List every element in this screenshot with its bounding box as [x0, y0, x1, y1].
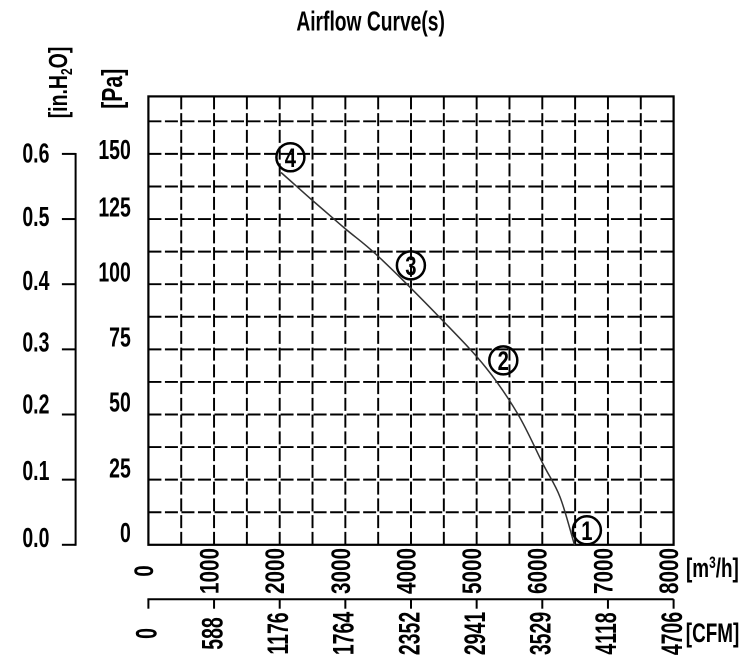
svg-text:100: 100	[98, 257, 130, 288]
svg-text:0.3: 0.3	[22, 327, 49, 358]
svg-text:25: 25	[109, 453, 131, 484]
svg-text:4706: 4706	[656, 612, 689, 655]
svg-text:[CFM]: [CFM]	[686, 618, 740, 648]
svg-text:2941: 2941	[459, 612, 492, 655]
svg-text:1000: 1000	[195, 548, 225, 594]
svg-text:3529: 3529	[525, 612, 558, 655]
svg-text:1764: 1764	[328, 612, 361, 655]
svg-text:0.4: 0.4	[22, 266, 50, 297]
svg-text:7000: 7000	[589, 548, 619, 594]
svg-text:588: 588	[196, 617, 229, 650]
svg-text:2: 2	[498, 346, 509, 377]
svg-text:0.1: 0.1	[22, 456, 49, 487]
svg-text:5000: 5000	[458, 548, 488, 594]
svg-text:4000: 4000	[392, 548, 422, 594]
svg-text:2352: 2352	[393, 612, 426, 655]
svg-text:[in.H2O]: [in.H2O]	[43, 47, 75, 119]
svg-text:1176: 1176	[262, 612, 295, 654]
svg-text:4118: 4118	[590, 612, 623, 654]
svg-text:0: 0	[129, 565, 159, 576]
svg-text:1: 1	[581, 516, 592, 547]
svg-text:0: 0	[120, 518, 131, 549]
svg-text:0: 0	[131, 628, 164, 639]
svg-text:3: 3	[405, 251, 416, 282]
svg-text:4: 4	[285, 143, 297, 174]
svg-text:0.6: 0.6	[22, 138, 49, 169]
svg-text:8000: 8000	[655, 548, 685, 594]
svg-text:0.0: 0.0	[22, 523, 49, 554]
svg-text:50: 50	[109, 387, 131, 418]
svg-text:125: 125	[98, 192, 130, 223]
svg-text:Airflow Curve(s): Airflow Curve(s)	[296, 8, 445, 38]
svg-text:2000: 2000	[261, 548, 291, 594]
svg-text:150: 150	[98, 135, 130, 166]
svg-text:0.5: 0.5	[22, 202, 49, 233]
svg-text:6000: 6000	[523, 548, 553, 594]
svg-text:75: 75	[109, 322, 131, 353]
svg-text:3000: 3000	[326, 548, 356, 594]
svg-text:[Pa]: [Pa]	[97, 69, 129, 109]
svg-text:[m3/h]: [m3/h]	[686, 553, 739, 583]
svg-text:0.2: 0.2	[22, 389, 49, 420]
